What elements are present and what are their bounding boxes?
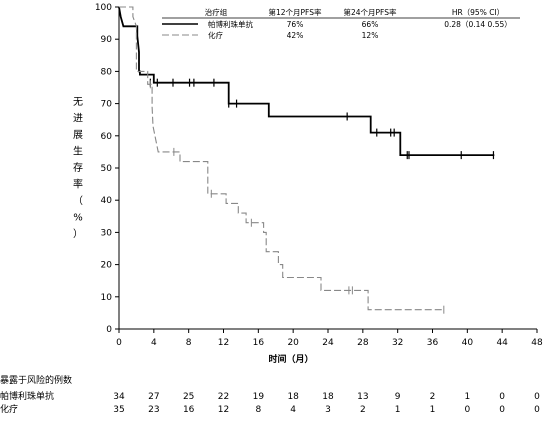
risk-count: 13 bbox=[357, 392, 368, 402]
risk-count: 3 bbox=[325, 405, 331, 415]
risk-count: 0 bbox=[534, 405, 540, 415]
y-tick-label: 100 bbox=[95, 3, 112, 13]
legend-header: HR（95% CI） bbox=[452, 8, 504, 17]
x-tick-label: 48 bbox=[531, 338, 543, 348]
risk-count: 9 bbox=[395, 392, 401, 402]
x-tick-label: 12 bbox=[218, 338, 229, 348]
risk-count: 8 bbox=[255, 405, 261, 415]
y-tick-label: 40 bbox=[101, 196, 113, 206]
x-tick-label: 32 bbox=[392, 338, 403, 348]
x-tick-label: 28 bbox=[357, 338, 369, 348]
risk-count: 1 bbox=[464, 392, 470, 402]
risk-count: 25 bbox=[183, 392, 194, 402]
x-axis-label: 时间（月） bbox=[268, 353, 313, 365]
risk-count: 27 bbox=[148, 392, 159, 402]
series-line bbox=[118, 6, 495, 157]
y-axis-label-char: 存 bbox=[73, 161, 83, 174]
y-tick-label: 80 bbox=[101, 67, 113, 77]
risk-count: 16 bbox=[183, 405, 195, 415]
risk-count: 0 bbox=[499, 392, 505, 402]
x-tick-label: 40 bbox=[462, 338, 474, 348]
legend-header: 治疗组 bbox=[205, 7, 228, 17]
risk-table-title: 暴露于风险的例数 bbox=[0, 374, 72, 386]
risk-row-label: 化疗 bbox=[0, 403, 18, 415]
risk-count: 4 bbox=[290, 405, 296, 415]
x-tick-label: 20 bbox=[287, 338, 299, 348]
legend-header: 第24个月PFS率 bbox=[343, 7, 397, 17]
y-axis-label-char: ） bbox=[73, 228, 83, 240]
y-tick-label: 30 bbox=[101, 228, 113, 238]
x-tick-label: 8 bbox=[186, 338, 192, 348]
x-tick-label: 4 bbox=[151, 338, 157, 348]
risk-count: 19 bbox=[253, 392, 265, 402]
legend-pfs12: 42% bbox=[287, 31, 304, 40]
risk-count: 0 bbox=[499, 405, 505, 415]
risk-count: 0 bbox=[464, 405, 470, 415]
y-tick-label: 70 bbox=[101, 100, 113, 110]
series-1 bbox=[118, 6, 495, 160]
series-group bbox=[118, 6, 495, 314]
y-axis-label-char: % bbox=[73, 213, 83, 224]
risk-count: 2 bbox=[430, 392, 436, 402]
y-axis-label-char: 无 bbox=[73, 97, 83, 108]
series-line bbox=[119, 6, 445, 311]
x-axis-label-text: 时间（月） bbox=[268, 353, 313, 365]
risk-count: 22 bbox=[218, 392, 229, 402]
legend-series-name: 化疗 bbox=[208, 30, 223, 40]
y-axis-label-char: 生 bbox=[73, 145, 83, 158]
risk-count: 1 bbox=[395, 405, 401, 415]
y-tick-label: 0 bbox=[106, 325, 112, 335]
y-tick-label: 90 bbox=[101, 35, 113, 45]
legend-header: 第12个月PFS率 bbox=[268, 7, 322, 17]
y-axis-label-char: 进 bbox=[73, 113, 83, 125]
y-tick-label: 50 bbox=[101, 164, 113, 174]
risk-count: 12 bbox=[218, 405, 229, 415]
x-tick-label: 0 bbox=[116, 338, 122, 348]
risk-count: 2 bbox=[360, 405, 366, 415]
y-tick-label: 10 bbox=[101, 293, 113, 303]
legend: 治疗组 第12个月PFS率 第24个月PFS率 HR（95% CI） 帕博利珠单抗 76%… bbox=[162, 7, 520, 40]
risk-count: 34 bbox=[113, 392, 125, 402]
risk-count: 0 bbox=[534, 392, 540, 402]
risk-count: 18 bbox=[287, 392, 299, 402]
y-axis-label-char: （ bbox=[73, 195, 83, 207]
legend-pfs12: 76% bbox=[287, 20, 304, 29]
y-axis-label-char: 率 bbox=[73, 178, 83, 191]
y-axis-label-char: 展 bbox=[73, 129, 83, 141]
risk-count: 23 bbox=[148, 405, 159, 415]
risk-count: 35 bbox=[113, 405, 124, 415]
y-tick-label: 20 bbox=[101, 261, 113, 271]
x-tick-label: 16 bbox=[253, 338, 265, 348]
x-tick-label: 24 bbox=[322, 338, 334, 348]
legend-pfs24: 12% bbox=[362, 31, 379, 40]
risk-count: 1 bbox=[430, 405, 436, 415]
legend-series-name: 帕博利珠单抗 bbox=[208, 19, 253, 29]
x-tick-label: 44 bbox=[496, 338, 508, 348]
legend-hr: 0.28（0.14 0.55） bbox=[444, 20, 511, 29]
y-tick-label: 60 bbox=[101, 132, 113, 142]
series-2 bbox=[119, 6, 445, 314]
risk-count: 18 bbox=[322, 392, 334, 402]
legend-pfs24: 66% bbox=[362, 20, 379, 29]
risk-row-label: 帕博利珠单抗 bbox=[0, 390, 54, 402]
x-tick-label: 36 bbox=[427, 338, 439, 348]
